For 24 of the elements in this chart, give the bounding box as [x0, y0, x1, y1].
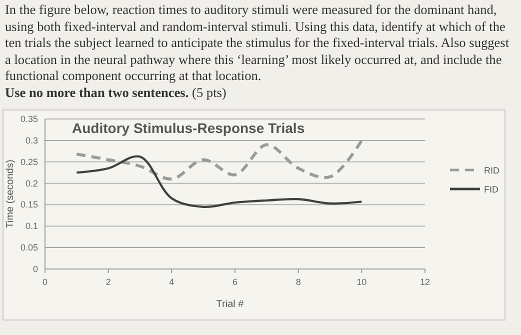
x-tick-label: 0 — [42, 277, 48, 287]
x-axis-title: Trial # — [216, 299, 244, 310]
x-tick-label: 2 — [106, 277, 111, 287]
y-tick-label: 0.3 — [25, 135, 38, 146]
legend-label: RID — [484, 166, 500, 176]
x-tick-label: 6 — [232, 277, 238, 287]
x-tick-label: 8 — [296, 277, 301, 287]
y-tick-label: 0.15 — [20, 200, 38, 210]
x-tick-label: 4 — [169, 277, 174, 287]
y-tick-label: 0.1 — [25, 221, 38, 232]
y-tick-label: 0 — [32, 264, 38, 274]
line-series — [76, 155, 363, 208]
y-tick-label: 0.35 — [20, 114, 38, 124]
text: (5 pts) — [192, 84, 226, 100]
text: In the figure below, reaction times to auditory stimuli were measured for the dominant hand, using both fixed-interval and random-interval stimuli. Using this data, identify at which of the ten trials the subject learned to anticipate the stimulus for the fixed-interval trials. Also suggest a location in the neural pathway where this ‘learning’ most likely occurred at, and include the functional component occurring at that location. — [5, 2, 510, 84]
chart-title: Auditory Stimulus-Response Trials — [72, 120, 305, 136]
y-tick-label: 0.05 — [20, 242, 38, 253]
y-tick-label: 0.2 — [25, 178, 38, 188]
x-tick-label: 12 — [420, 277, 430, 287]
x-tick-label: 10 — [356, 277, 367, 287]
y-axis-title: Time (seconds) — [5, 160, 16, 228]
y-tick-label: 0.25 — [20, 156, 38, 167]
text: Use no more than two sentences. — [5, 84, 189, 100]
legend-label: FID — [484, 184, 499, 194]
